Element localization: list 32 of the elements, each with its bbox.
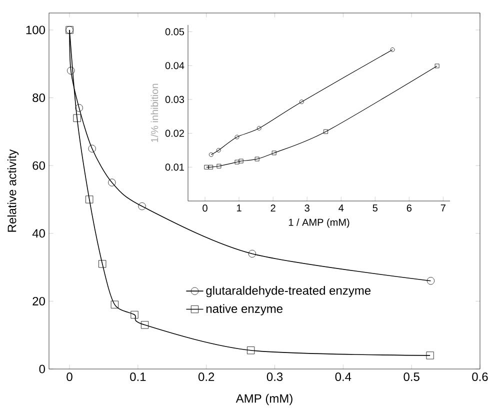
y-axis-title: 1/% inhibition	[150, 84, 158, 142]
y-tick-label: 0.02	[165, 130, 184, 137]
x-tick-label: 0.3	[266, 372, 283, 382]
y-tick-label: 80	[32, 94, 46, 102]
x-tick-label: 0	[66, 372, 72, 382]
legend-label: glutaraldehyde-treated enzyme	[206, 286, 371, 298]
x-tick-label: 5	[372, 204, 378, 212]
x-tick-label: 7	[440, 204, 446, 212]
x-tick-label: 0.2	[198, 372, 214, 382]
x-tick-label: 0	[202, 204, 208, 212]
x-axis-title: 1 / AMP (mM)	[288, 218, 350, 228]
x-tick-label: 0.1	[130, 372, 146, 382]
x-tick-label: 3	[304, 204, 310, 212]
y-tick-label: 20	[32, 296, 46, 306]
x-tick-label: 1	[237, 204, 242, 212]
x-tick-label: 0.6	[472, 372, 488, 382]
x-tick-label: 6	[406, 204, 412, 212]
y-tick-label: 0.03	[165, 96, 184, 103]
y-tick-label: 0	[39, 364, 46, 374]
y-axis-title: Relative activity	[7, 149, 19, 232]
y-tick-label: 40	[32, 229, 46, 238]
x-axis-title: AMP (mM)	[236, 394, 292, 406]
y-tick-label: 0.04	[165, 62, 184, 70]
x-tick-label: 0.5	[404, 372, 420, 382]
legend-label: native enzyme	[206, 304, 282, 316]
x-tick-label: 4	[338, 204, 344, 212]
y-tick-label: 60	[32, 161, 46, 170]
y-tick-label: 100	[26, 26, 45, 34]
y-tick-label: 0.01	[165, 164, 184, 171]
x-tick-label: 2	[270, 204, 276, 212]
x-tick-label: 0.4	[335, 372, 352, 382]
y-tick-label: 0.05	[165, 28, 184, 36]
